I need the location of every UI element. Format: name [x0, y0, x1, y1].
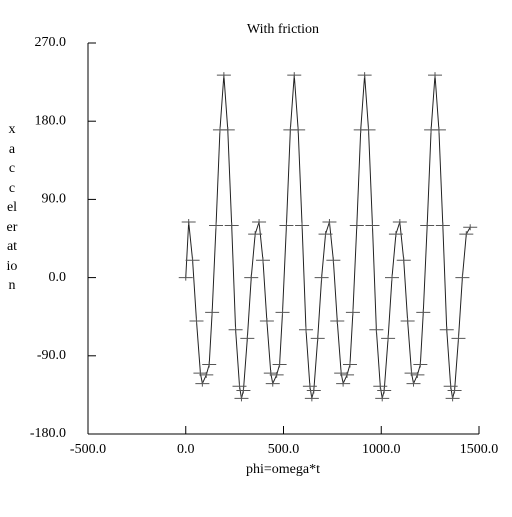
marker [420, 222, 435, 229]
marker [209, 222, 224, 229]
marker [345, 309, 360, 316]
marker [199, 371, 214, 378]
y-tick-label: 90.0 [42, 192, 67, 207]
marker [445, 395, 460, 402]
x-tick-label: 1000.0 [362, 442, 401, 457]
marker [410, 371, 425, 378]
marker [326, 257, 341, 264]
marker [396, 257, 411, 264]
marker [375, 395, 390, 402]
marker [220, 126, 235, 133]
series-line [185, 75, 471, 399]
x-tick-label: -500.0 [70, 442, 106, 457]
marker [373, 383, 388, 390]
marker [185, 257, 200, 264]
marker [322, 218, 337, 225]
marker [287, 72, 302, 79]
marker [269, 371, 284, 378]
marker [216, 72, 231, 79]
marker [447, 387, 462, 394]
marker [298, 326, 313, 333]
marker [248, 231, 263, 238]
marker [392, 218, 407, 225]
marker [318, 231, 333, 238]
marker [365, 222, 380, 229]
y-tick-label: 0.0 [49, 270, 67, 285]
x-tick-label: 500.0 [268, 442, 300, 457]
marker [310, 335, 325, 342]
marker [304, 395, 319, 402]
marker [291, 126, 306, 133]
marker [330, 318, 345, 325]
marker [302, 383, 317, 390]
marker [369, 326, 384, 333]
marker [357, 72, 372, 79]
marker [400, 318, 415, 325]
marker [306, 387, 321, 394]
marker [349, 222, 364, 229]
marker [463, 224, 478, 231]
marker [205, 309, 220, 316]
marker [314, 274, 329, 281]
marker [455, 274, 470, 281]
marker [272, 361, 287, 368]
x-tick-label: 0.0 [177, 442, 195, 457]
marker [181, 218, 196, 225]
marker [202, 361, 217, 368]
marker [413, 361, 428, 368]
marker [342, 361, 357, 368]
x-tick-label: 1500.0 [460, 442, 499, 457]
y-tick-label: -180.0 [30, 426, 66, 441]
marker [428, 72, 443, 79]
y-tick-label: 180.0 [35, 113, 67, 128]
marker [377, 387, 392, 394]
marker [189, 318, 204, 325]
marker [232, 383, 247, 390]
y-axis-label: x acceleration [6, 122, 18, 293]
marker [388, 231, 403, 238]
marker [279, 222, 294, 229]
marker [361, 126, 376, 133]
marker [195, 380, 210, 387]
marker [431, 126, 446, 133]
marker [275, 309, 290, 316]
marker [416, 309, 431, 316]
y-tick-label: -90.0 [37, 348, 66, 363]
marker [406, 380, 421, 387]
marker [224, 222, 239, 229]
marker [340, 371, 355, 378]
marker [336, 380, 351, 387]
chart-title: With friction [247, 22, 319, 37]
marker [295, 222, 310, 229]
marker [234, 395, 249, 402]
marker [459, 231, 474, 238]
marker [255, 257, 270, 264]
marker [443, 383, 458, 390]
marker [451, 335, 466, 342]
marker [244, 274, 259, 281]
y-tick-label: 270.0 [35, 35, 67, 50]
marker [435, 222, 450, 229]
marker [259, 318, 274, 325]
marker [178, 274, 193, 281]
marker [236, 387, 251, 394]
marker [439, 326, 454, 333]
marker [265, 380, 280, 387]
marker [252, 218, 267, 225]
marker [240, 335, 255, 342]
x-axis-label: phi=omega*t [246, 462, 320, 477]
marker [385, 274, 400, 281]
marker [381, 335, 396, 342]
marker [228, 326, 243, 333]
